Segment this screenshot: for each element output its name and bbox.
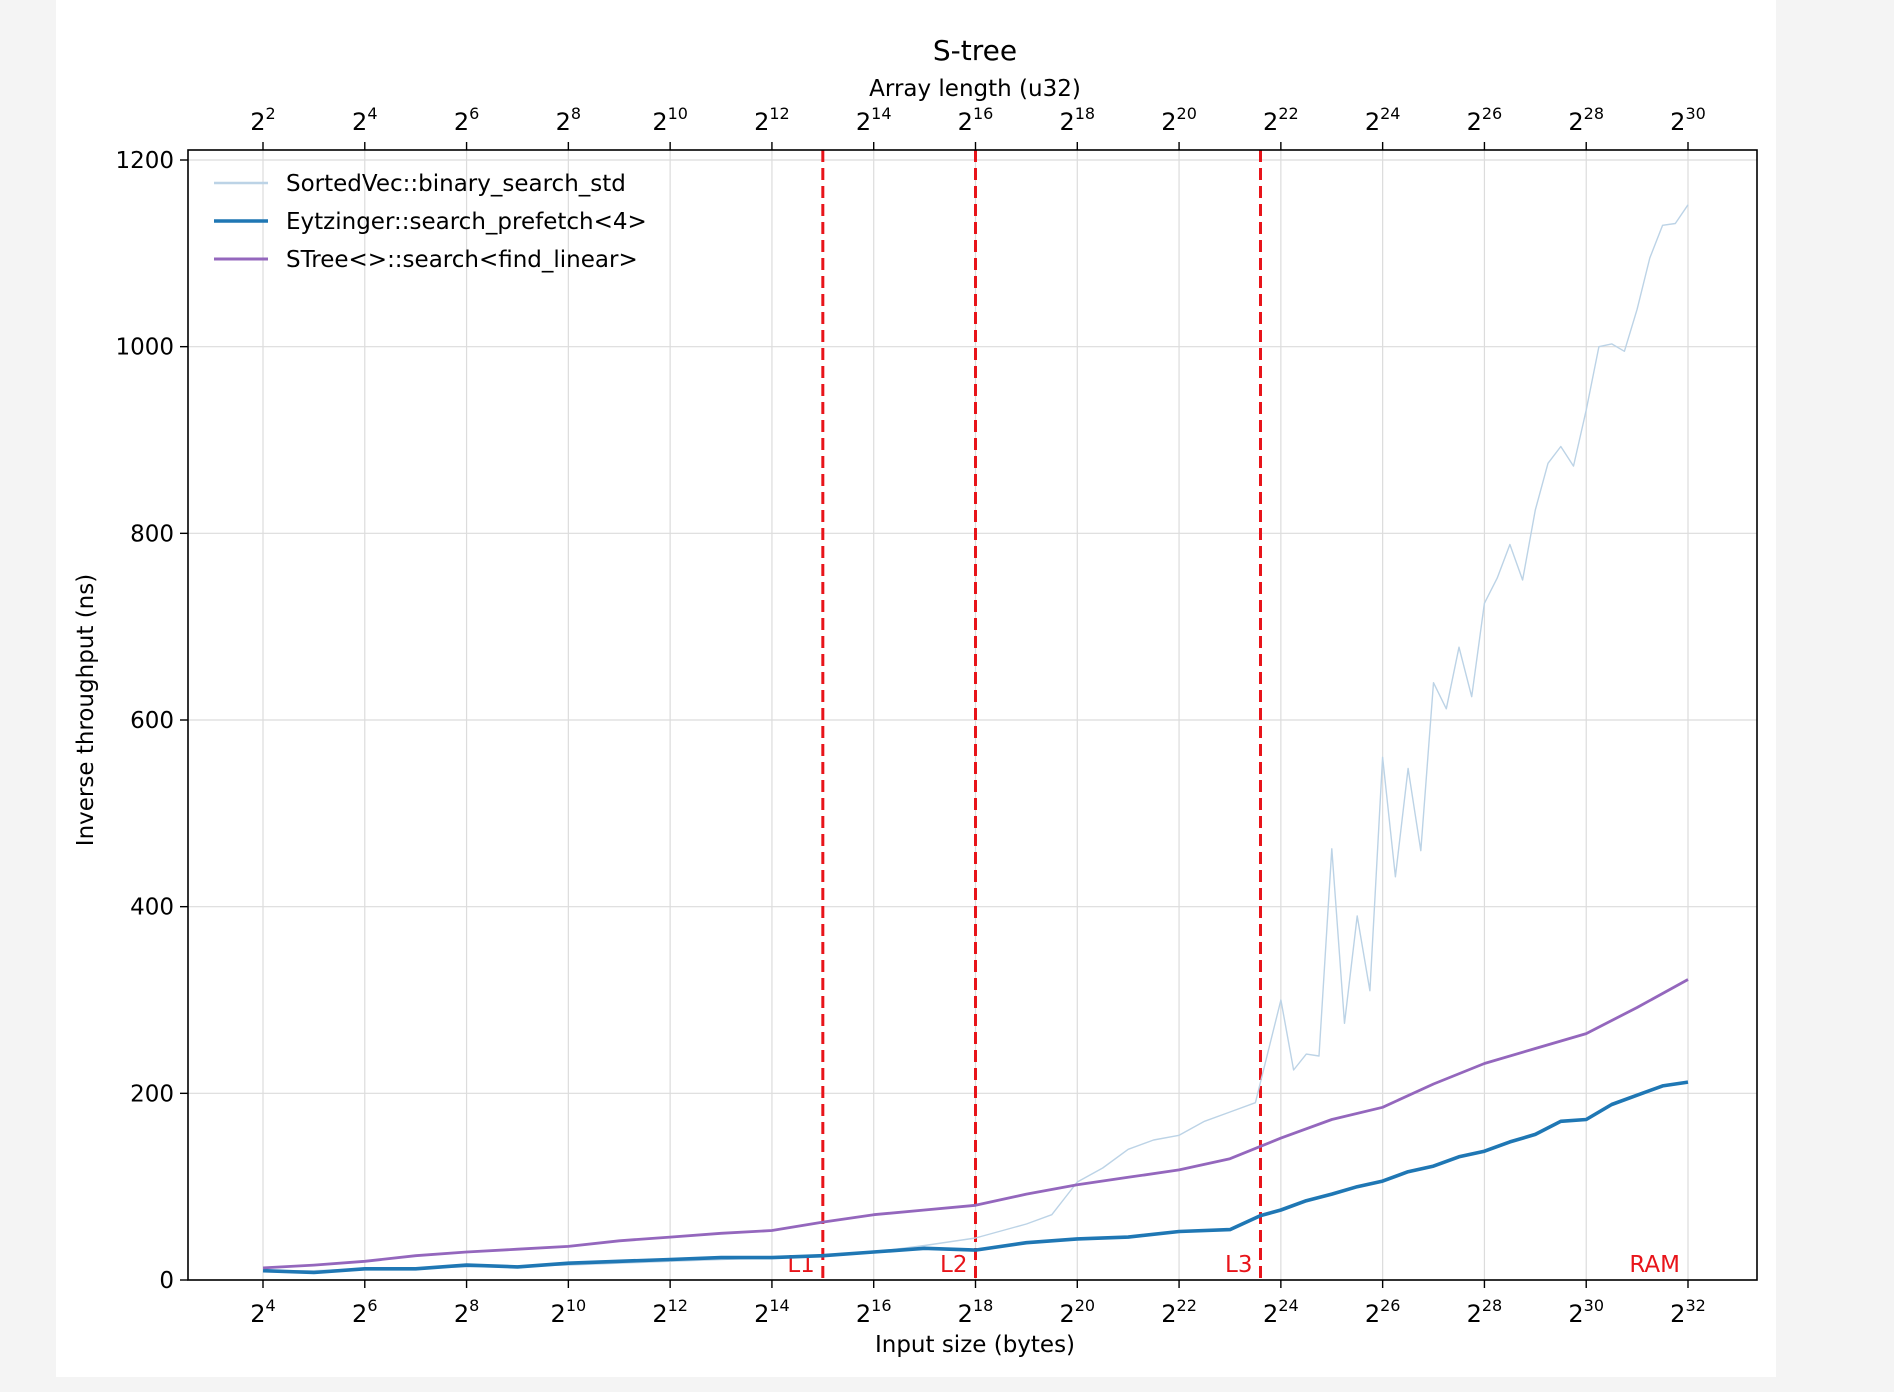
top-x-tick-label: 230 — [1670, 104, 1706, 136]
legend-label-eytzinger: Eytzinger::search_prefetch<4> — [286, 209, 647, 235]
y-axis-label: Inverse throughput (ns) — [73, 574, 99, 846]
top-x-tick-label: 24 — [352, 104, 377, 136]
x-tick-label: 26 — [352, 1296, 377, 1328]
x-tick-label: 216 — [856, 1296, 892, 1328]
x-tick-label: 218 — [958, 1296, 994, 1328]
cache-label-ram: RAM — [1629, 1252, 1680, 1278]
x-tick-label: 220 — [1059, 1296, 1095, 1328]
x-axis-label: Input size (bytes) — [875, 1332, 1075, 1358]
axes: 0 200 400 600 800 1000 1200 24 26 28 210 212 214 216 2… — [115, 104, 1705, 1328]
x-tick-label: 232 — [1670, 1296, 1706, 1328]
series-line-eytzinger — [262, 1080, 1689, 1275]
top-x-tick-label: 226 — [1467, 104, 1503, 136]
top-x-tick-label: 222 — [1263, 104, 1299, 136]
x-tick-label: 212 — [652, 1296, 688, 1328]
cache-level-markers: L1 L2 L3 RAM — [787, 150, 1680, 1280]
top-x-tick-label: 218 — [1059, 104, 1095, 136]
top-x-tick-label: 28 — [556, 104, 581, 136]
x-tick-label: 224 — [1263, 1296, 1299, 1328]
grid — [188, 150, 1757, 1281]
y-tick-label: 200 — [130, 1081, 174, 1107]
cache-label-l3: L3 — [1225, 1252, 1252, 1278]
top-x-tick-label: 210 — [652, 104, 688, 136]
plot-area-frame — [187, 149, 1758, 1281]
top-x-tick-label: 216 — [958, 104, 994, 136]
x-tick-label: 24 — [250, 1296, 275, 1328]
y-tick-label: 1000 — [115, 335, 174, 361]
x-tick-label: 230 — [1568, 1296, 1604, 1328]
top-x-tick-label: 212 — [754, 104, 790, 136]
series-lines — [262, 204, 1689, 1275]
x-tick-label: 210 — [551, 1296, 587, 1328]
top-x-axis-label: Array length (u32) — [869, 76, 1081, 102]
y-tick-label: 400 — [130, 895, 174, 921]
y-tick-label: 0 — [159, 1268, 174, 1294]
legend-label-sortedvec: SortedVec::binary_search_std — [286, 171, 626, 197]
x-tick-label: 226 — [1365, 1296, 1401, 1328]
cache-label-l2: L2 — [940, 1252, 967, 1278]
series-line-stree — [262, 978, 1689, 1270]
top-x-tick-label: 214 — [856, 104, 892, 136]
top-x-tick-label: 220 — [1161, 104, 1197, 136]
x-tick-label: 214 — [754, 1296, 790, 1328]
x-tick-label: 28 — [454, 1296, 479, 1328]
top-x-tick-label: 22 — [250, 104, 275, 136]
top-x-tick-label: 224 — [1365, 104, 1401, 136]
top-x-tick-label: 26 — [454, 104, 479, 136]
x-tick-label: 228 — [1467, 1296, 1503, 1328]
y-tick-label: 600 — [130, 708, 174, 734]
y-tick-label: 1200 — [115, 148, 174, 174]
legend: SortedVec::binary_search_std Eytzinger::… — [214, 171, 647, 273]
legend-label-stree: STree<>::search<find_linear> — [286, 247, 638, 273]
chart-title: S-tree — [933, 34, 1017, 67]
top-x-tick-label: 228 — [1568, 104, 1604, 136]
x-tick-label: 222 — [1161, 1296, 1197, 1328]
y-tick-label: 800 — [130, 521, 174, 547]
